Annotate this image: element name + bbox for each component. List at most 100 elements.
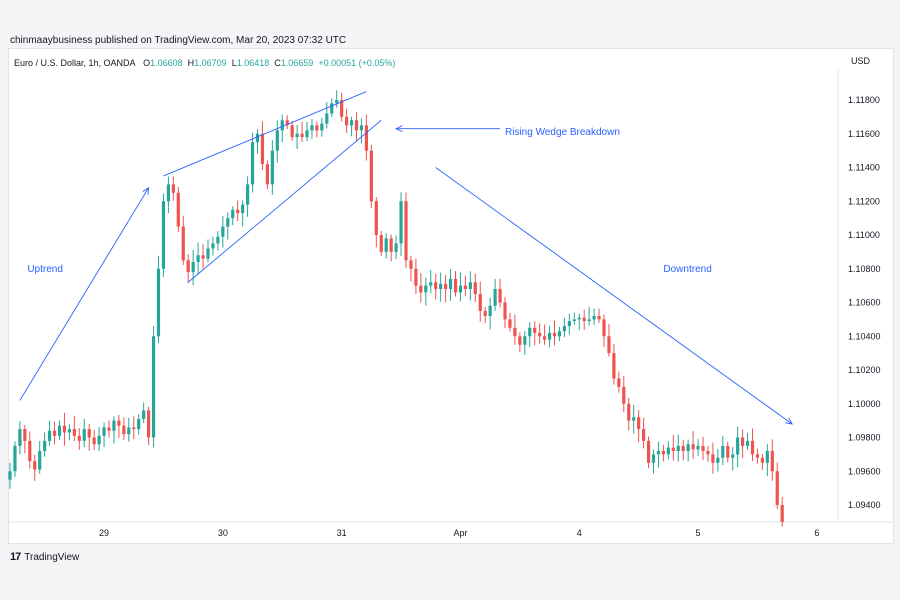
candle-body [488, 305, 492, 316]
high-value: 1.06709 [194, 58, 227, 68]
candle-body [721, 445, 725, 458]
candle-body [726, 445, 730, 458]
price-tick-label: 1.09800 [848, 433, 881, 443]
tradingview-footer[interactable]: 17 TradingView [10, 551, 79, 563]
candle-body [736, 437, 740, 455]
candle-body [280, 120, 284, 131]
candle-body [181, 226, 185, 261]
candle-body [552, 332, 557, 337]
candle-body [775, 471, 779, 505]
price-tick-label: 1.10400 [848, 331, 881, 341]
wedge-upper[interactable] [163, 91, 367, 177]
annotation-label: Downtrend [663, 264, 711, 275]
candle-body [508, 319, 512, 328]
candle-body [250, 142, 255, 185]
uptrend-arrow[interactable] [19, 187, 149, 401]
price-tick-label: 1.10200 [848, 365, 881, 375]
candle-body [676, 445, 680, 451]
wedge-lower[interactable] [187, 119, 382, 283]
candle-body [557, 331, 562, 337]
price-tick-label: 1.11000 [848, 230, 880, 240]
price-tick-label: 1.11400 [848, 163, 880, 173]
candle-body [137, 418, 141, 430]
candle-body [399, 201, 403, 244]
candle-body [419, 285, 423, 293]
close-label: C [274, 58, 281, 68]
candle-body [275, 130, 279, 151]
candle-body [295, 133, 299, 138]
candle-body [409, 260, 413, 269]
annotation-label: Uptrend [27, 264, 63, 275]
candle-body [335, 100, 339, 104]
candle-body [186, 260, 190, 273]
candle-body [241, 204, 245, 214]
change-value: +0.00051 (+0.05%) [318, 58, 396, 68]
price-tick-label: 1.10800 [848, 264, 881, 274]
candle-body [493, 289, 497, 306]
candle-body [414, 268, 418, 286]
candle-body [513, 327, 517, 337]
candle-body [424, 285, 428, 293]
candle-body [285, 120, 289, 126]
candle-body [67, 429, 71, 433]
candle-body [498, 289, 502, 303]
candle-body [681, 445, 685, 451]
candle-body [458, 285, 463, 293]
candle-body [731, 454, 735, 458]
candle-body [77, 435, 81, 441]
candle-body [389, 238, 393, 252]
candle-body [627, 403, 631, 421]
candle-body [572, 319, 576, 322]
candle-body [592, 316, 596, 320]
candle-body [448, 278, 453, 289]
candle-body [770, 451, 774, 472]
time-ticks: 29 30 31 Apr 4 5 6 [99, 528, 819, 538]
candle-body [760, 457, 764, 463]
candle-body [265, 164, 269, 185]
candle-body [602, 319, 606, 337]
drawing-lines [19, 91, 793, 425]
price-tick-label: 1.09600 [848, 466, 881, 476]
candle-body [394, 243, 398, 252]
time-tick-label: 29 [99, 528, 109, 538]
candle-body [369, 150, 373, 202]
candle-body [23, 429, 27, 441]
candle-body [483, 310, 487, 316]
candle-body [691, 444, 695, 450]
downtrend-arrow[interactable] [435, 167, 793, 425]
candle-body [161, 201, 166, 269]
price-ticks: 1.11800 1.11600 1.11400 1.11200 1.11000 1.108… [848, 95, 881, 510]
candle-body [72, 429, 76, 436]
high-label: H [187, 58, 195, 68]
time-tick-label: Apr [453, 528, 467, 538]
candle-body [646, 440, 651, 463]
candle-body [226, 218, 230, 227]
candle-body [270, 150, 274, 185]
candle-body [354, 120, 359, 131]
candle-body [325, 113, 329, 124]
candle-body [453, 278, 458, 293]
candle-body [429, 282, 433, 286]
currency-label: USD [851, 56, 871, 66]
price-tick-label: 1.11600 [848, 129, 880, 139]
annotation-label: Rising Wedge Breakdown [505, 127, 620, 138]
candle-body [340, 100, 344, 117]
candle-body [349, 120, 354, 126]
time-tick-label: 31 [337, 528, 347, 538]
candle-body [374, 201, 378, 235]
time-tick-label: 30 [218, 528, 228, 538]
candle-body [478, 294, 482, 311]
symbol-name: Euro / U.S. Dollar, 1h, OANDA [14, 58, 136, 68]
candle-body [597, 316, 601, 320]
candle-body [755, 454, 760, 458]
low-value: 1.06418 [236, 58, 270, 68]
candle-body [97, 435, 101, 445]
candle-body [617, 378, 621, 387]
candle-body [528, 327, 532, 337]
time-tick-label: 5 [696, 528, 701, 538]
candle-body [364, 125, 368, 151]
candle-body [221, 226, 225, 237]
candle-body [622, 386, 626, 404]
candle-body [171, 184, 175, 193]
